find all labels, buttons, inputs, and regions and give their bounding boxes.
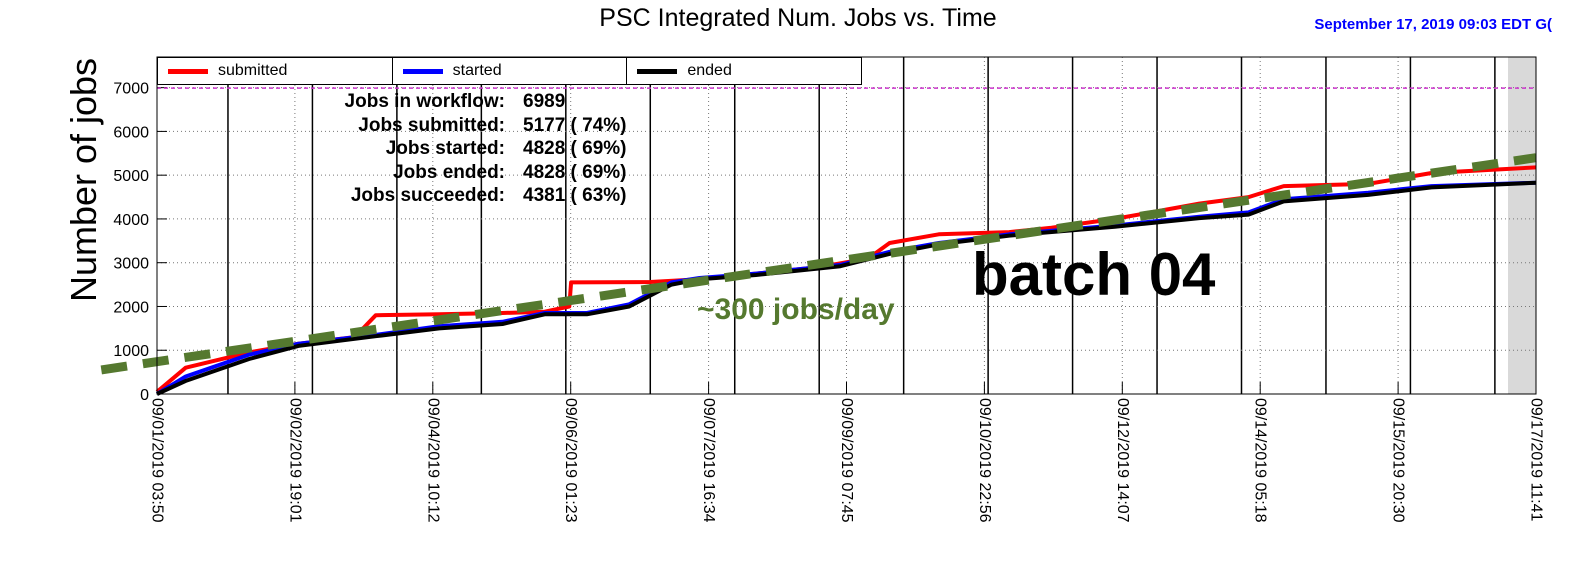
legend-label-started: started [452,62,502,79]
stat-value: 4828 ( 69%) [523,161,627,183]
stat-value: 6989 [523,91,566,112]
stat-value: 5177 ( 74%) [523,114,627,136]
stat-value: 4381 ( 63%) [523,185,627,206]
x-tick-label: 09/15/2019 20:30 [1390,398,1407,523]
x-tick-label: 09/14/2019 05:18 [1252,398,1269,523]
stat-label: Jobs started: [385,138,505,159]
stat-row: Jobs in workflow: 6989 [300,90,627,114]
x-tick-label: 09/04/2019 10:12 [424,398,441,523]
legend-label-submitted: submitted [218,62,288,79]
x-tick-label: 09/06/2019 01:23 [562,398,579,523]
x-tick-label: 09/02/2019 19:01 [286,398,303,523]
stat-label: Jobs ended: [393,161,505,183]
legend-item-started: started [393,58,628,84]
y-tick-label: 6000 [113,124,149,141]
legend-swatch-started [402,68,443,74]
legend-label-ended: ended [687,62,732,79]
legend-item-ended: ended [627,58,861,84]
chart-title: PSC Integrated Num. Jobs vs. Time [599,4,997,32]
legend-item-submitted: submitted [158,58,393,84]
x-tick-label: 09/12/2019 14:07 [1114,398,1131,523]
y-tick-label: 4000 [113,212,149,229]
y-tick-label: 2000 [113,299,149,316]
y-axis-label: Number of jobs [63,57,104,303]
future-band [1508,57,1536,394]
timestamp: September 17, 2019 09:03 EDT G( [1314,16,1552,33]
trend-line [100,153,1537,375]
y-tick-label: 0 [140,387,149,404]
stat-row: Jobs ended: 4828 ( 69%) [300,161,627,185]
x-tick-label: 09/10/2019 22:56 [976,398,993,523]
legend: submitted started ended [157,57,862,85]
stat-label: Jobs submitted: [358,114,505,136]
stat-label: Jobs succeeded: [350,185,505,206]
x-tick-label: 09/07/2019 16:34 [700,398,717,523]
x-tick-label: 09/01/2019 03:50 [149,398,166,523]
stat-row: Jobs submitted: 5177 ( 74%) [300,114,627,138]
stat-label: Jobs in workflow: [344,91,505,112]
stats-box: Jobs in workflow: 6989 Jobs submitted: 5… [300,90,627,208]
y-tick-label: 3000 [113,256,149,273]
legend-swatch-submitted [168,68,208,74]
batch-annotation: batch 04 [972,241,1216,308]
y-tick-label: 1000 [113,343,149,360]
x-tick-label: 09/09/2019 07:45 [838,398,855,523]
x-tick-label: 09/17/2019 11:41 [1528,398,1545,521]
y-tick-label: 7000 [113,81,149,98]
stat-value: 4828 ( 69%) [523,138,627,159]
stat-row: Jobs succeeded: 4381 ( 63%) [300,184,627,208]
rate-annotation: ~300 jobs/day [697,293,895,326]
legend-swatch-ended [637,68,678,74]
y-tick-label: 5000 [113,168,149,185]
stat-row: Jobs started: 4828 ( 69%) [300,137,627,161]
